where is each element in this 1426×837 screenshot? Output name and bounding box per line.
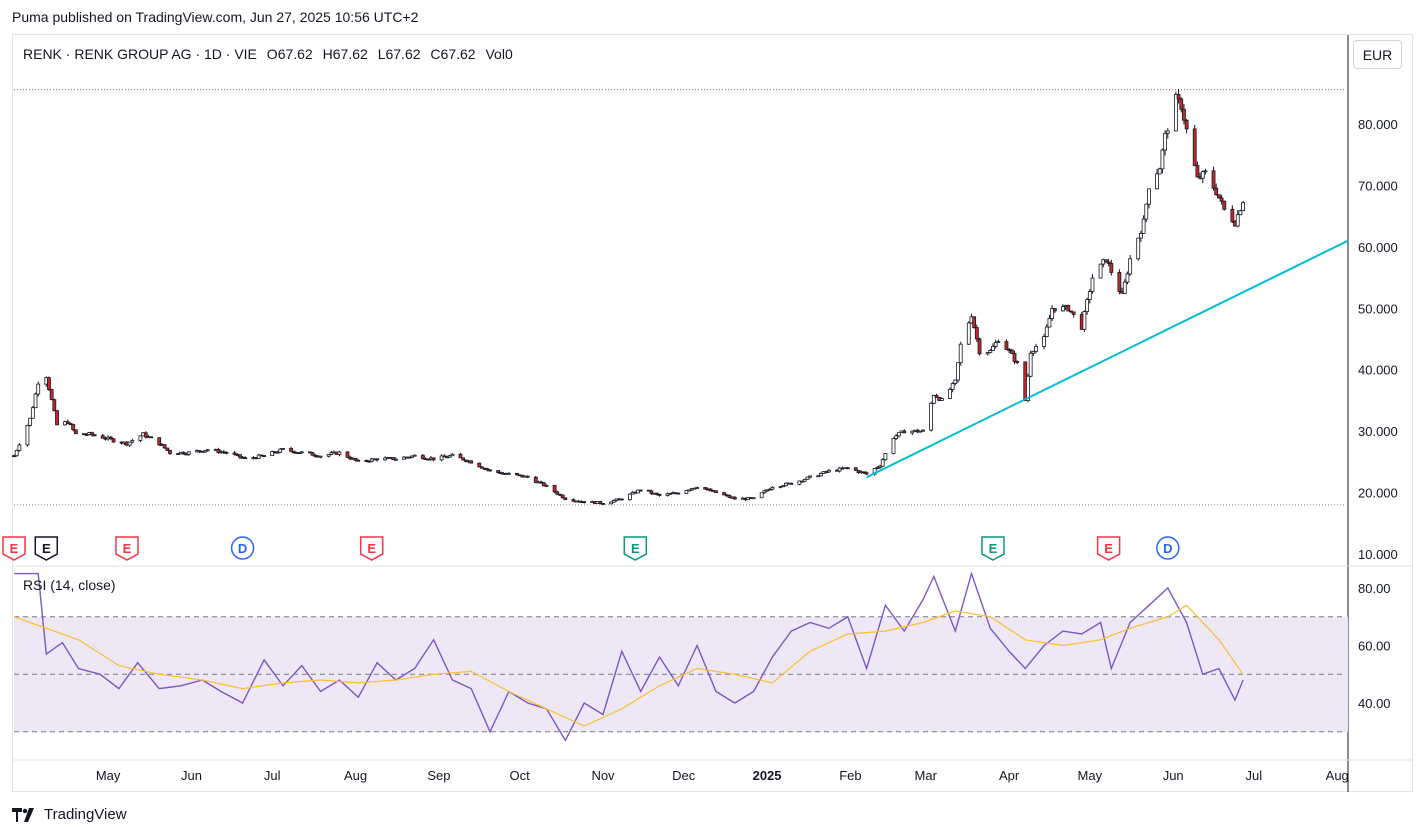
rsi-legend[interactable]: RSI (14, close) bbox=[23, 577, 116, 593]
low-label: L bbox=[377, 46, 386, 62]
symbol-title[interactable]: RENK · RENK GROUP AG · 1D · VIE bbox=[23, 46, 257, 62]
symbol-legend: RENK · RENK GROUP AG · 1D · VIE O67.62 H… bbox=[23, 46, 513, 62]
low-value: 67.62 bbox=[385, 46, 421, 62]
publish-line: Puma published on TradingView.com, Jun 2… bbox=[12, 9, 419, 25]
high-value: 67.62 bbox=[332, 46, 368, 62]
volume-value: 0 bbox=[504, 46, 513, 62]
close-value: 67.62 bbox=[440, 46, 476, 62]
brand-footer: TradingView bbox=[12, 806, 127, 823]
volume-label: Vol bbox=[485, 46, 505, 62]
high-label: H bbox=[322, 46, 333, 62]
open-label: O bbox=[266, 46, 278, 62]
brand-name: TradingView bbox=[44, 806, 127, 823]
currency-button[interactable]: EUR bbox=[1353, 40, 1402, 69]
open-value: 67.62 bbox=[277, 46, 313, 62]
tradingview-logo-icon bbox=[12, 807, 34, 822]
chart-frame bbox=[12, 34, 1413, 792]
close-label: C bbox=[430, 46, 441, 62]
